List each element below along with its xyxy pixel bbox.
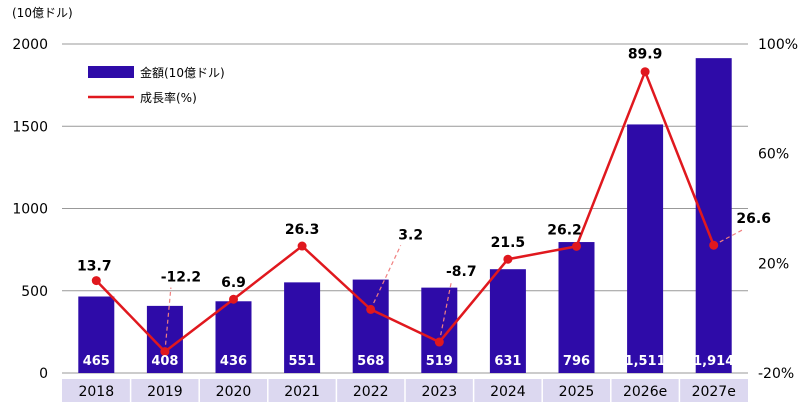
- growth-rate-label: 26.6: [736, 211, 771, 227]
- line-series: [91, 67, 719, 357]
- growth-rate-label: 3.2: [398, 227, 423, 243]
- growth-rate-point: [709, 240, 719, 250]
- bar-value-label: 408: [151, 354, 178, 369]
- bar: [421, 287, 458, 373]
- label-leader-line: [370, 245, 402, 310]
- left-axis-ticks: 0 500 1000 1500 2000: [12, 37, 48, 382]
- left-tick-label: 2000: [12, 37, 48, 53]
- bar-value-label: 631: [494, 354, 521, 369]
- growth-rate-label: 6.9: [221, 275, 246, 291]
- category-label: 2027e: [692, 384, 736, 400]
- data-labels: 465 408 436 551 568 519 631 796 1,511 1,914 13.7 -1…: [77, 47, 771, 369]
- growth-rate-point: [366, 304, 376, 314]
- bar: [78, 296, 115, 373]
- left-tick-label: 0: [39, 366, 48, 382]
- right-tick-label: -20%: [758, 366, 794, 382]
- label-leader-line: [713, 228, 744, 246]
- left-axis-unit-label: (10億ドル): [12, 6, 73, 20]
- category-label: 2023: [421, 384, 457, 400]
- growth-rate-point: [503, 254, 513, 264]
- label-leader-lines: [164, 228, 744, 352]
- growth-rate-label: 26.3: [285, 222, 320, 238]
- growth-rate-point: [160, 347, 170, 357]
- right-tick-label: 60%: [758, 147, 789, 163]
- growth-rate-point: [640, 67, 650, 77]
- category-label: 2025: [559, 384, 595, 400]
- left-tick-label: 1000: [12, 202, 48, 218]
- bar-value-label: 465: [83, 354, 110, 369]
- category-label: 2021: [284, 384, 320, 400]
- category-label: 2026e: [623, 384, 667, 400]
- category-label: 2019: [147, 384, 183, 400]
- category-label: 2020: [216, 384, 252, 400]
- legend-bar-swatch: [88, 66, 134, 78]
- bar-value-label: 519: [426, 354, 453, 369]
- bar-series: [78, 58, 732, 374]
- bar: [558, 242, 595, 373]
- growth-rate-label: 26.2: [547, 222, 582, 238]
- legend-line-label: 成長率(%): [140, 90, 197, 105]
- label-leader-line: [164, 287, 172, 352]
- growth-rate-point: [434, 337, 444, 347]
- growth-rate-label: 21.5: [491, 235, 526, 251]
- growth-rate-label: -8.7: [446, 264, 477, 280]
- growth-rate-point: [91, 276, 101, 286]
- bar: [627, 124, 664, 374]
- category-label: 2022: [353, 384, 389, 400]
- growth-rate-label: 13.7: [77, 259, 112, 275]
- bar-value-label: 568: [357, 354, 384, 369]
- growth-rate-point: [229, 294, 238, 304]
- growth-rate-label: 89.9: [628, 47, 663, 63]
- bar-value-label: 551: [289, 354, 316, 369]
- bar-value-label: 1,914: [693, 354, 734, 369]
- bar: [352, 279, 389, 373]
- bar-value-label: 436: [220, 354, 247, 369]
- right-tick-label: 100%: [758, 37, 798, 53]
- growth-rate-point: [297, 241, 307, 251]
- bar: [284, 282, 321, 373]
- legend-bar-label: 金額(10億ドル): [140, 65, 225, 80]
- bar: [215, 301, 252, 373]
- category-label: 2018: [78, 384, 114, 400]
- right-tick-label: 20%: [758, 256, 789, 272]
- growth-rate-line: [95, 70, 715, 353]
- left-tick-label: 1500: [12, 119, 48, 135]
- right-axis-ticks: -20% 20% 60% 100%: [758, 37, 798, 382]
- growth-rate-point: [572, 241, 581, 251]
- label-leader-line: [438, 281, 452, 343]
- legend: 金額(10億ドル) 成長率(%): [88, 65, 225, 105]
- bar-value-label: 1,511: [625, 354, 666, 369]
- bar: [489, 269, 526, 373]
- bar-value-label: 796: [563, 354, 590, 369]
- category-label: 2024: [490, 384, 526, 400]
- growth-rate-label: -12.2: [161, 270, 201, 286]
- left-tick-label: 500: [21, 284, 48, 300]
- category-band: 2018 2019 2020 2021 2022 2023 2024 2025 2026e 202…: [62, 379, 748, 402]
